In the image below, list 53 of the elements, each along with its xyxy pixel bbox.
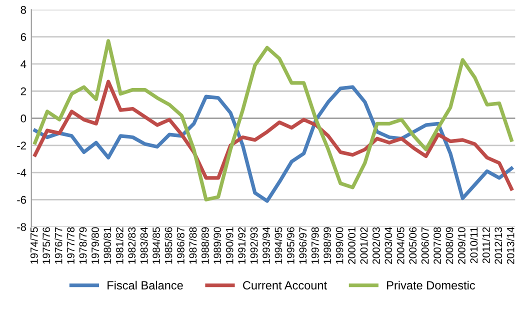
legend-label: Private Domestic xyxy=(387,280,476,290)
y-tick-label: 6 xyxy=(20,33,26,41)
x-tick-label: 1977/78 xyxy=(66,227,74,264)
x-tick-label: 1979/80 xyxy=(91,227,99,264)
x-tick-label: 1997/98 xyxy=(311,227,319,264)
x-tick-label: 1984/85 xyxy=(152,227,160,264)
x-tick-label: 2002/03 xyxy=(372,227,380,264)
x-tick-label: 2013/14 xyxy=(506,227,514,264)
x-tick-label: 2007/08 xyxy=(433,227,441,264)
x-tick-label: 1995/96 xyxy=(286,227,294,264)
y-tick-label: -6 xyxy=(17,196,26,204)
x-tick-label: 1993/94 xyxy=(262,227,270,264)
x-tick-label: 1994/95 xyxy=(274,227,282,264)
x-tick-label: 1985/86 xyxy=(164,227,172,264)
x-tick-label: 1998/99 xyxy=(323,227,332,264)
legend-label: Fiscal Balance xyxy=(108,280,183,290)
x-tick-label: 2004/05 xyxy=(396,227,404,264)
y-tick-label: 4 xyxy=(20,60,26,68)
x-tick-label: 1975/76 xyxy=(42,227,50,264)
x-tick-label: 2000/01 xyxy=(348,227,356,264)
x-tick-label: 2009/10 xyxy=(458,227,466,264)
x-tick-label: 2003/04 xyxy=(384,227,392,264)
x-tick-label: 1988/89 xyxy=(201,227,209,264)
x-tick-label: 1992/93 xyxy=(250,227,258,264)
x-tick-label: 1981/82 xyxy=(116,227,124,264)
y-tick-label: 2 xyxy=(20,87,26,96)
x-tick-label: 1986/87 xyxy=(176,227,184,264)
y-tick-label: 0 xyxy=(20,114,26,122)
x-tick-label: 2012/13 xyxy=(494,227,502,264)
x-tick-label: 1991/92 xyxy=(238,227,246,264)
x-tick-label: 2008/09 xyxy=(446,227,454,264)
x-tick-label: 2005/06 xyxy=(408,227,417,264)
x-tick-label: 1982/83 xyxy=(128,227,136,264)
y-tick-label: -2 xyxy=(17,142,26,150)
x-tick-label: 2001/02 xyxy=(360,227,368,264)
x-tick-label: 1980/81 xyxy=(103,227,112,264)
line-series xyxy=(33,39,514,202)
x-tick-label: 2011/12 xyxy=(482,227,490,264)
x-tick-label: 1999/00 xyxy=(336,227,344,264)
legend-label: Current Account xyxy=(243,281,327,290)
x-tick-label: 1974/75 xyxy=(30,227,38,264)
y-tick-label: 8 xyxy=(20,6,26,14)
x-tick-label: 1978/79 xyxy=(79,227,87,264)
x-tick-label: 2006/07 xyxy=(421,227,429,264)
x-tick-label: 1996/97 xyxy=(298,227,307,264)
x-tick-label: 1983/84 xyxy=(140,227,148,264)
x-tick-label: 1987/88 xyxy=(189,227,197,264)
x-tick-label: 1990/91 xyxy=(226,227,234,264)
x-tick-label: 2010/11 xyxy=(470,227,478,264)
y-tick-label: -4 xyxy=(17,168,26,177)
x-tick-label: 1976/77 xyxy=(54,227,62,264)
x-tick-label: 1989/90 xyxy=(213,227,222,264)
y-tick-label: -8 xyxy=(17,223,26,231)
